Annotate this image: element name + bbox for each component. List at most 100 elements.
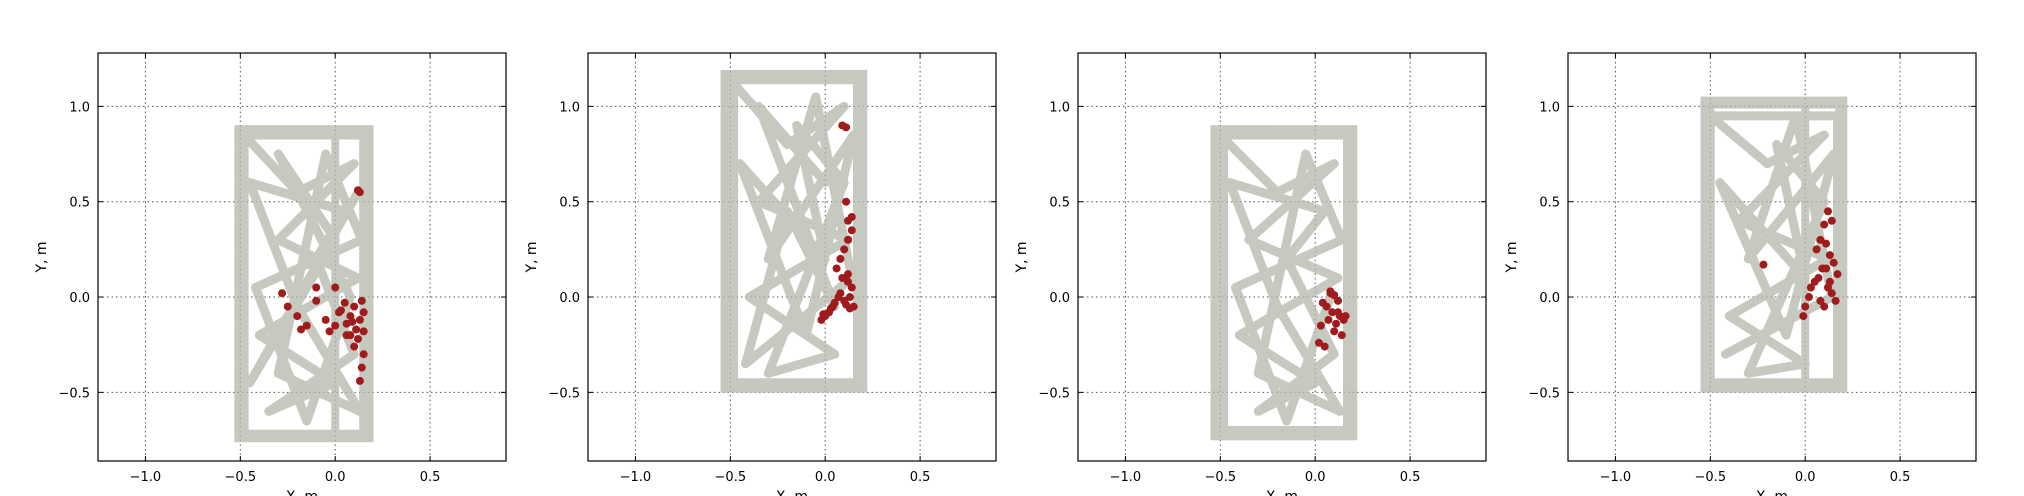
x-tick-label: 0.5 [420,470,441,485]
plot-area [98,53,506,461]
event-point [1822,264,1831,273]
event-point [283,302,292,311]
event-point [336,306,345,315]
trajectory-path [1215,130,1352,435]
event-point [325,327,334,336]
event-points [817,121,858,324]
event-point [843,270,852,279]
event-point [1816,296,1825,305]
event-points [278,186,368,385]
event-point [847,226,856,235]
y-tick-label: 0.0 [69,291,90,306]
x-tick-label: −0.5 [715,470,747,485]
event-point [340,298,349,307]
event-point [355,188,364,197]
event-point [1825,251,1834,260]
y-tick-label: 0.5 [1049,196,1070,211]
plot-area [1078,53,1486,461]
event-point [1829,258,1838,267]
event-point [1333,308,1342,317]
event-points [1315,287,1350,351]
event-point [348,317,357,326]
event-point [1332,319,1341,328]
event-point [1810,277,1819,286]
event-point [840,245,849,254]
event-point [355,315,364,324]
y-axis-label: Y, m [1504,241,1520,273]
event-point [843,235,852,244]
event-point [1801,302,1810,311]
subplot-1: −1.0 −0.5 0.0 0.5 −0.5 0.0 0.5 1.0 X, m Y, m [34,52,507,496]
y-tick-label: 1.0 [1539,100,1560,115]
trajectory-boundary [1210,125,1358,441]
event-point [346,331,355,340]
event-point [302,321,311,330]
y-axis-label: Y, m [1014,241,1030,273]
event-point [1328,308,1337,317]
event-point [843,277,852,286]
y-tick-label: 0.0 [1539,291,1560,306]
event-point [352,325,361,334]
axes-frame [1077,52,1487,462]
event-point [297,325,306,334]
x-axis-label: X, m [776,489,808,496]
axes-frame [587,52,997,462]
event-point [350,342,359,351]
y-tick-label: −0.5 [58,386,90,401]
x-tick-label: 0.5 [910,470,931,485]
y-tick-label: −0.5 [548,386,580,401]
event-point [1330,327,1339,336]
event-point [1318,298,1327,307]
event-point [331,283,340,292]
x-tick-label: −0.5 [225,470,257,485]
subplot-4: −1.0 −0.5 0.0 0.5 −0.5 0.0 0.5 1.0 X, m Y, m [1504,52,1977,496]
event-point [836,289,845,298]
event-point [1337,331,1346,340]
y-axis-label: Y, m [524,241,540,273]
event-point [1812,245,1821,254]
x-tick-label: −1.0 [130,470,162,485]
x-tick-label: 0.0 [1305,470,1326,485]
subplot-3: −1.0 −0.5 0.0 0.5 −0.5 0.0 0.5 1.0 X, m Y, m [1014,52,1487,496]
event-point [1820,220,1829,229]
x-tick-label: −0.5 [1205,470,1237,485]
event-point [1831,296,1840,305]
event-point [847,283,856,292]
event-point [1822,239,1831,248]
x-axis-label: X, m [1756,489,1788,496]
x-tick-label: 0.0 [815,470,836,485]
event-point [1320,342,1329,351]
trajectory-path [239,130,369,439]
event-point [1805,293,1814,302]
event-point [849,302,858,311]
event-point [1315,338,1324,347]
y-tick-label: 0.5 [559,196,580,211]
event-point [353,334,362,343]
plot-area [1568,53,1976,461]
y-tick-label: 0.5 [1539,196,1560,211]
event-point [331,321,340,330]
event-point [847,212,856,221]
trajectory-path [725,75,862,388]
x-axis-label: X, m [286,489,318,496]
event-points [1759,207,1842,321]
event-point [1333,296,1342,305]
trajectory [234,125,374,443]
event-point [359,308,368,317]
event-point [842,197,851,206]
x-tick-label: 0.5 [1400,470,1421,485]
subplot-2: −1.0 −0.5 0.0 0.5 −0.5 0.0 0.5 1.0 X, m Y, m [524,52,997,496]
event-point [842,123,851,132]
trajectory [1700,96,1848,393]
event-point [357,296,366,305]
event-point [1806,283,1815,292]
event-point [350,302,359,311]
axes-frame [1567,52,1977,462]
event-point [1759,260,1768,269]
event-point [312,283,321,292]
y-tick-label: 0.0 [1049,291,1070,306]
event-point [828,302,837,311]
x-tick-label: −0.5 [1695,470,1727,485]
event-point [1326,289,1335,298]
